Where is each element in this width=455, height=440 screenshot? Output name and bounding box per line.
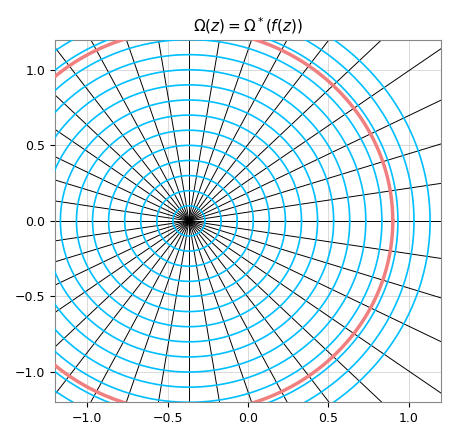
Title: $\Omega(z) = \Omega^*(f(z))$: $\Omega(z) = \Omega^*(f(z))$ [193, 15, 303, 36]
